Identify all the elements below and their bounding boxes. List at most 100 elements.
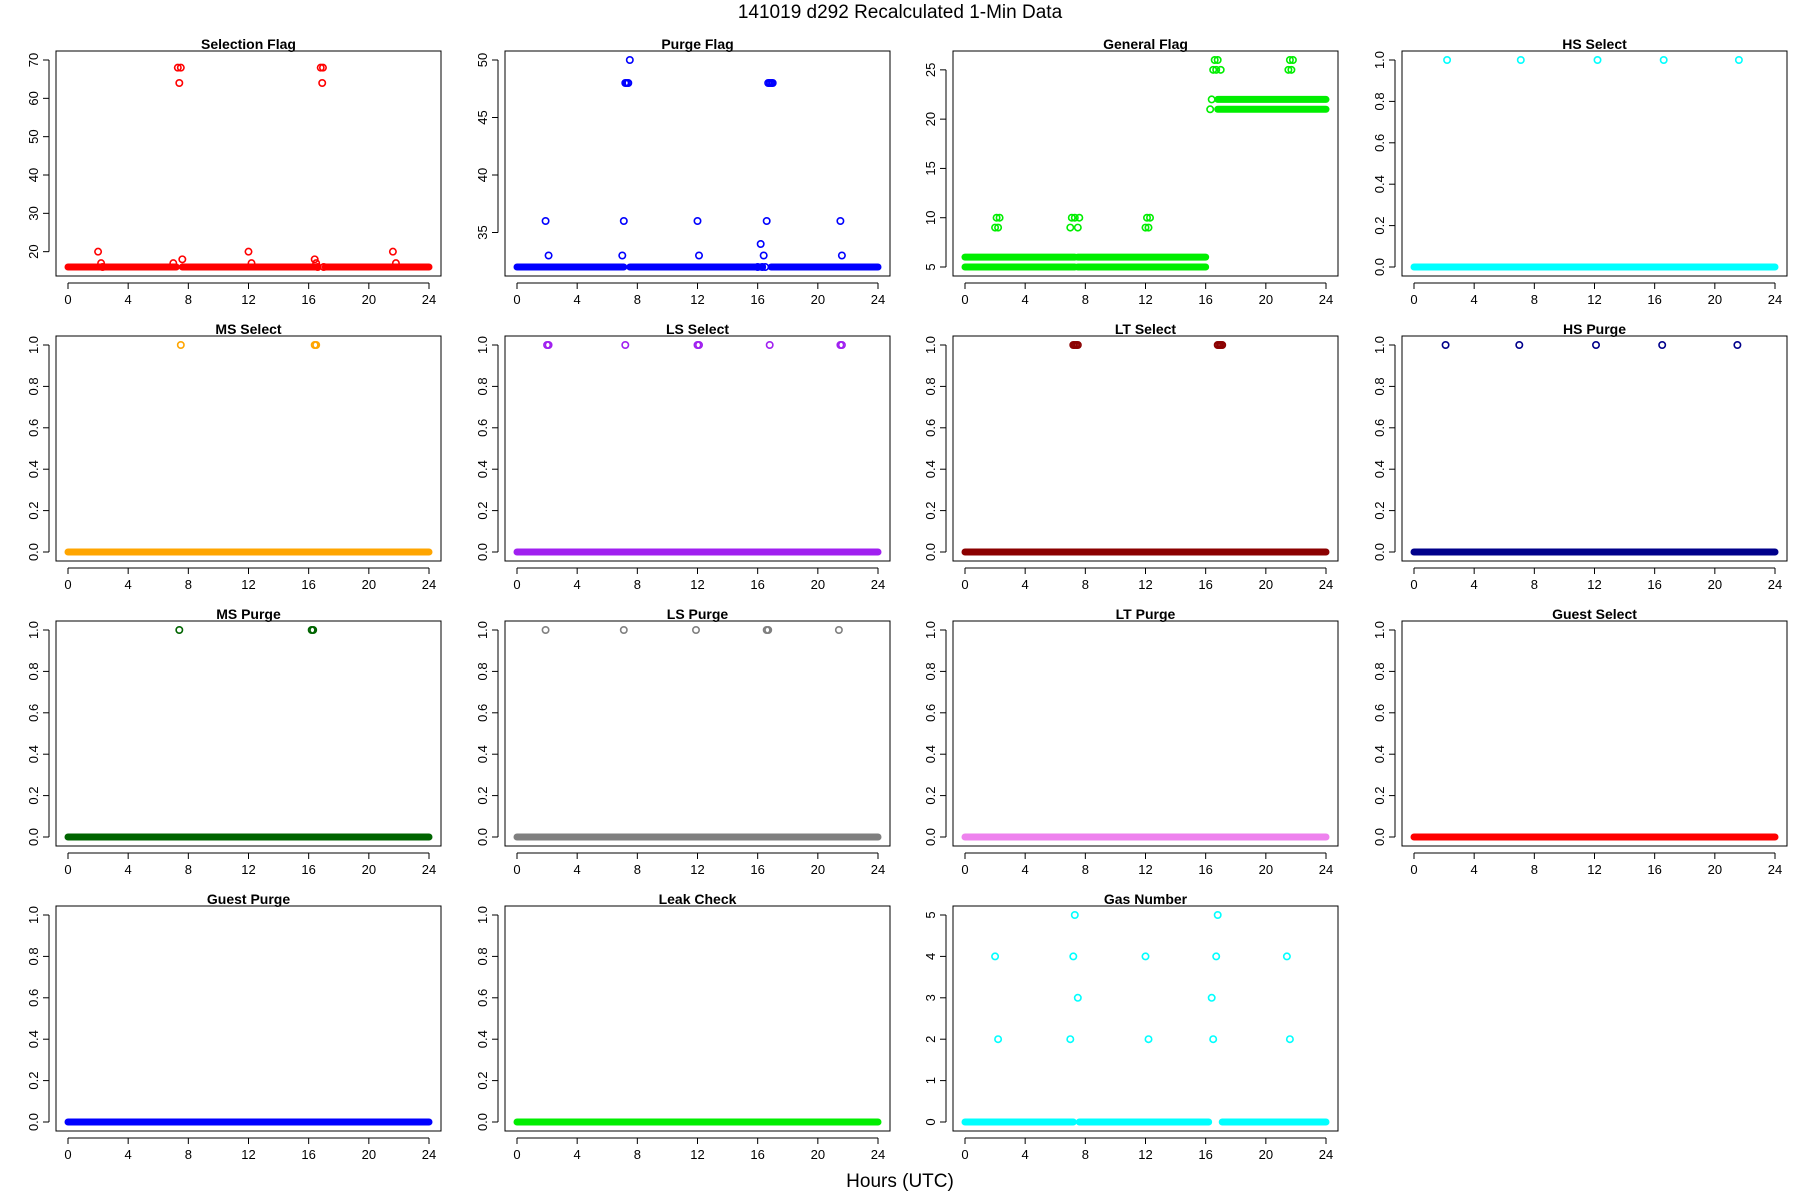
- data-point: [176, 340, 185, 349]
- y-tick-label: 0.6: [26, 989, 41, 1007]
- y-tick-label: 2: [923, 1036, 938, 1043]
- data-point: [1213, 910, 1222, 919]
- data-point: [837, 340, 846, 349]
- data-point: [544, 251, 553, 260]
- y-tick-label: 1.0: [475, 336, 490, 354]
- data-point: [1207, 993, 1216, 1002]
- data-point: [1143, 213, 1152, 222]
- data-point: [619, 217, 628, 226]
- data-point: [1073, 993, 1082, 1002]
- x-tick-label: 20: [362, 1147, 376, 1162]
- data-point: [1658, 340, 1667, 349]
- data-point: [1515, 340, 1524, 349]
- x-tick-label: 0: [64, 862, 71, 877]
- y-tick-label: 0.4: [475, 1030, 490, 1048]
- y-tick-label: 0.6: [26, 419, 41, 437]
- y-tick-label: 0.0: [475, 1113, 490, 1131]
- data-point: [1285, 55, 1294, 64]
- x-tick-label: 20: [811, 862, 825, 877]
- panel-title: Purge Flag: [661, 36, 733, 52]
- y-tick-label: 0.0: [26, 828, 41, 846]
- plot-frame: [504, 620, 891, 847]
- x-tick-label: 24: [871, 1147, 885, 1162]
- panel-ls-select: LS Select 0 4 8 12 16 20 24 0.0 0.2 0.4 0.6 0.8 1.0: [475, 321, 891, 592]
- panel-general-flag: General Flag 0 4 8 12 16 20 24 5 10 15 20 25: [923, 36, 1339, 307]
- y-tick-label: 0.4: [475, 460, 490, 478]
- x-tick-label: 8: [1082, 577, 1089, 592]
- x-tick-label: 4: [574, 1147, 581, 1162]
- y-tick-label: 20: [923, 112, 938, 126]
- y-tick-label: 30: [26, 206, 41, 220]
- y-tick-label: 40: [26, 168, 41, 182]
- data-point: [837, 251, 846, 260]
- x-tick-label: 16: [1198, 862, 1212, 877]
- plot-frame: [952, 905, 1339, 1132]
- x-tick-label: 12: [1138, 1147, 1152, 1162]
- data-point: [1285, 1035, 1294, 1044]
- panel-hs-purge: HS Purge 0 4 8 12 16 20 24 0.0 0.2 0.4 0.6 0.8 1.0: [1372, 321, 1788, 592]
- y-tick-label: 0.8: [26, 377, 41, 395]
- x-tick-label: 4: [574, 292, 581, 307]
- x-tick-label: 0: [64, 577, 71, 592]
- data-point: [1069, 952, 1078, 961]
- x-tick-label: 20: [1708, 577, 1722, 592]
- x-tick-label: 8: [185, 577, 192, 592]
- panel-title: MS Purge: [216, 606, 281, 622]
- plot-frame: [1401, 335, 1788, 562]
- y-tick-label: 0.4: [923, 745, 938, 763]
- y-tick-label: 1.0: [1372, 51, 1387, 69]
- data-point: [1073, 340, 1082, 349]
- x-tick-label: 20: [1259, 1147, 1273, 1162]
- data-point: [1592, 340, 1601, 349]
- y-tick-label: 0.2: [1372, 502, 1387, 520]
- data-point: [1209, 1035, 1218, 1044]
- panel-title: Leak Check: [659, 891, 737, 907]
- data-point: [244, 247, 253, 256]
- y-tick-label: 0.4: [1372, 745, 1387, 763]
- data-point: [1733, 340, 1742, 349]
- panel-purge-flag: Purge Flag 0 4 8 12 16 20 24 35 40 45 50: [475, 36, 891, 307]
- plot-frame: [504, 50, 891, 277]
- x-tick-label: 20: [811, 577, 825, 592]
- x-tick-label: 20: [1259, 577, 1273, 592]
- x-tick-label: 24: [422, 1147, 436, 1162]
- data-point: [991, 952, 1000, 961]
- x-tick-label: 20: [362, 577, 376, 592]
- y-tick-label: 0.2: [1372, 217, 1387, 235]
- data-point: [1144, 1035, 1153, 1044]
- data-point: [173, 63, 182, 72]
- x-tick-label: 16: [301, 292, 315, 307]
- data-point: [247, 259, 256, 268]
- y-tick-label: 0.0: [26, 543, 41, 561]
- x-tick-label: 0: [961, 862, 968, 877]
- y-tick-label: 0.8: [26, 662, 41, 680]
- panel-ms-purge: MS Purge 0 4 8 12 16 20 24 0.0 0.2 0.4 0.6 0.8 1.0: [26, 606, 442, 877]
- data-point: [1070, 910, 1079, 919]
- data-point: [995, 213, 1004, 222]
- x-tick-label: 4: [1022, 292, 1029, 307]
- plot-frame: [504, 335, 891, 562]
- x-tick-label: 0: [1410, 577, 1417, 592]
- x-tick-label: 0: [513, 292, 520, 307]
- panel-title: General Flag: [1103, 36, 1188, 52]
- data-point: [619, 625, 628, 634]
- x-tick-label: 12: [1138, 862, 1152, 877]
- plot-frame: [55, 335, 442, 562]
- y-tick-label: 0.4: [26, 460, 41, 478]
- x-tick-label: 4: [1022, 862, 1029, 877]
- data-point: [1070, 213, 1079, 222]
- y-tick-label: 1.0: [923, 621, 938, 639]
- data-point: [1734, 55, 1743, 64]
- y-tick-label: 0.8: [1372, 92, 1387, 110]
- y-tick-label: 1.0: [475, 906, 490, 924]
- x-tick-label: 12: [1587, 292, 1601, 307]
- data-point: [1282, 952, 1291, 961]
- y-tick-label: 35: [475, 225, 490, 239]
- data-point: [1216, 65, 1225, 74]
- x-tick-label: 12: [241, 1147, 255, 1162]
- x-tick-label: 12: [690, 292, 704, 307]
- x-tick-label: 16: [750, 1147, 764, 1162]
- x-tick-label: 0: [64, 292, 71, 307]
- y-tick-label: 0.4: [475, 745, 490, 763]
